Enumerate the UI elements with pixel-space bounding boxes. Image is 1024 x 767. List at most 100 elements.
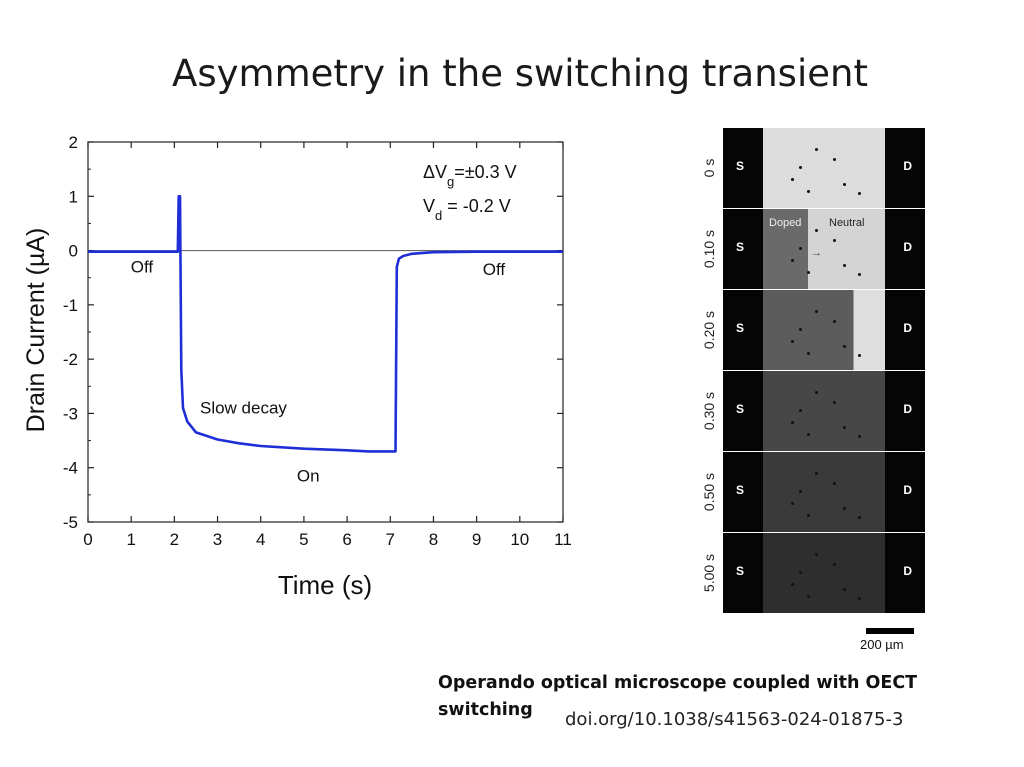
film-defect xyxy=(799,409,802,412)
film-defect xyxy=(815,391,818,394)
film-defect xyxy=(807,271,810,274)
film-defect xyxy=(799,490,802,493)
frame-time-label: 0.10 s xyxy=(701,229,717,269)
y-tick-label: 1 xyxy=(69,187,78,206)
x-tick-label: 3 xyxy=(213,530,222,549)
drain-label: D xyxy=(903,240,912,254)
film-defect xyxy=(807,433,810,436)
y-tick-label: -5 xyxy=(63,513,78,532)
source-label: S xyxy=(736,402,745,416)
film-defect xyxy=(833,320,836,323)
source-label: S xyxy=(736,159,745,173)
y-axis-label: Drain Current (µA) xyxy=(22,228,50,433)
frame-time-label: 0.30 s xyxy=(701,391,717,431)
film-defect xyxy=(858,516,861,519)
slide-title: Asymmetry in the switching transient xyxy=(172,52,868,95)
source-electrode: S xyxy=(723,209,763,289)
film-defect xyxy=(791,583,794,586)
film-defect xyxy=(799,166,802,169)
scale-bar-label: 200 µm xyxy=(860,637,904,652)
channel-region xyxy=(763,371,885,451)
source-electrode: S xyxy=(723,290,763,370)
x-tick-label: 5 xyxy=(299,530,308,549)
micrograph-frame: S Doped Neutral → D xyxy=(723,209,925,290)
film-defect xyxy=(858,192,861,195)
film-defect xyxy=(843,345,846,348)
film-defect xyxy=(807,595,810,598)
y-tick-label: -3 xyxy=(63,404,78,423)
film-defect xyxy=(858,354,861,357)
drain-label: D xyxy=(903,159,912,173)
annotation-label: On xyxy=(297,466,320,485)
source-label: S xyxy=(736,240,745,254)
film-defect xyxy=(799,571,802,574)
annotation-label: Slow decay xyxy=(200,398,287,417)
y-tick-label: -4 xyxy=(63,459,78,478)
annotation-label: Off xyxy=(131,257,154,276)
drain-electrode: D xyxy=(885,290,925,370)
x-axis-label: Time (s) xyxy=(278,570,372,600)
y-tick-label: -2 xyxy=(63,350,78,369)
film-defect xyxy=(833,158,836,161)
doi-reference: doi.org/10.1038/s41563-024-01875-3 xyxy=(565,709,904,730)
x-tick-label: 7 xyxy=(386,530,395,549)
film-defect xyxy=(799,247,802,250)
doped-label: Doped xyxy=(769,217,802,229)
frame-time-label: 0.50 s xyxy=(701,472,717,512)
arrow-right-icon: → xyxy=(811,247,822,259)
film-defect xyxy=(791,340,794,343)
x-tick-label: 8 xyxy=(429,530,438,549)
drain-current-series xyxy=(88,195,563,453)
drain-electrode: D xyxy=(885,452,925,532)
channel-region xyxy=(763,128,885,208)
source-electrode: S xyxy=(723,128,763,208)
channel-region xyxy=(763,533,885,613)
film-defect xyxy=(807,514,810,517)
drain-electrode: D xyxy=(885,128,925,208)
figure-caption: Operando optical microscope coupled with… xyxy=(438,673,918,720)
film-defect xyxy=(799,328,802,331)
drain-electrode: D xyxy=(885,209,925,289)
x-tick-label: 2 xyxy=(170,530,179,549)
drain-current-chart: 0 1 2 3 4 5 6 7 8 9 10 11 -5 -4 -3 -2 -1 0 1 2 Off Off Slow d… xyxy=(22,133,572,600)
drain-label: D xyxy=(903,483,912,497)
film-defect xyxy=(791,178,794,181)
film-defect xyxy=(807,352,810,355)
y-tick-label: 0 xyxy=(69,242,78,261)
x-tick-label: 1 xyxy=(126,530,135,549)
frame-time-label: 5.00 s xyxy=(701,553,717,593)
drain-electrode: D xyxy=(885,533,925,613)
x-tick-label: 10 xyxy=(510,530,529,549)
source-label: S xyxy=(736,564,745,578)
x-tick-label: 11 xyxy=(554,530,572,549)
frame-time-label: 0.20 s xyxy=(701,310,717,350)
film-defect xyxy=(807,190,810,193)
film-defect xyxy=(815,310,818,313)
drain-label: D xyxy=(903,402,912,416)
annotation-label: Off xyxy=(483,260,506,279)
channel-region: Doped Neutral → xyxy=(763,209,885,289)
source-label: S xyxy=(736,483,745,497)
x-tick-label: 4 xyxy=(256,530,265,549)
drain-electrode: D xyxy=(885,371,925,451)
film-defect xyxy=(791,502,794,505)
film-defect xyxy=(843,183,846,186)
film-defect xyxy=(843,588,846,591)
film-defect xyxy=(858,597,861,600)
x-tick-label: 9 xyxy=(472,530,481,549)
film-defect xyxy=(815,472,818,475)
y-tick-label: -1 xyxy=(63,296,78,315)
y-tick-label: 2 xyxy=(69,133,78,152)
film-defect xyxy=(843,426,846,429)
film-defect xyxy=(791,421,794,424)
x-tick-label: 6 xyxy=(342,530,351,549)
neutral-label: Neutral xyxy=(829,217,865,229)
film-defect xyxy=(833,563,836,566)
source-label: S xyxy=(736,321,745,335)
film-defect xyxy=(858,273,861,276)
scale-bar xyxy=(866,628,914,634)
film-defect xyxy=(843,507,846,510)
